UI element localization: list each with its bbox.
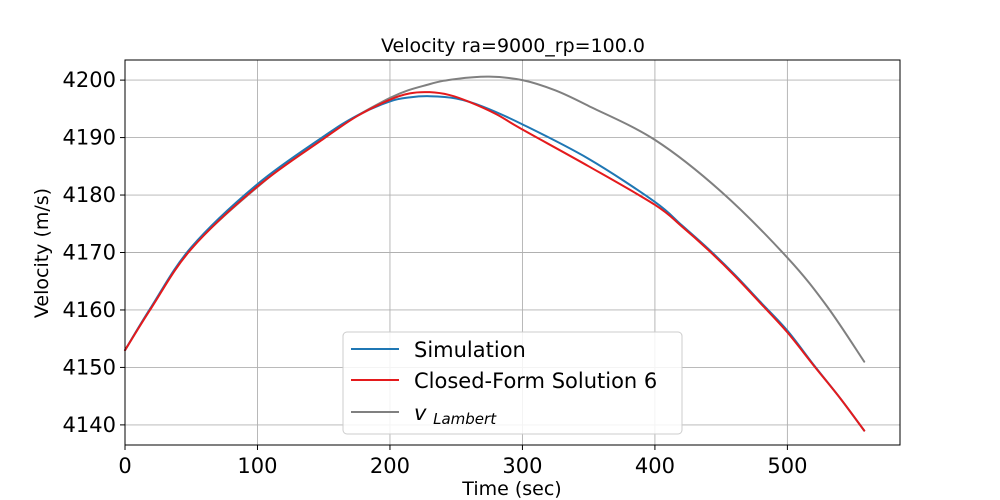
plot-lines	[124, 75, 866, 432]
legend: Simulation Closed-Form Solution 6 v Lamb…	[342, 331, 683, 435]
x-tick-label: 300	[502, 454, 542, 478]
legend-label-lambert-sub: Lambert	[433, 410, 497, 428]
x-tick-label: 500	[767, 454, 807, 478]
y-tick-label: 4150	[63, 355, 116, 379]
y-tick-label: 4140	[63, 413, 116, 437]
axis-ticks: 0 100 200 300 400 500 4140 4150 4160 4170 4180 4190…	[63, 68, 808, 478]
y-tick-label: 4170	[63, 241, 116, 265]
y-axis-label: Velocity (m/s)	[31, 188, 53, 318]
chart-title: Velocity ra=9000_rp=100.0	[381, 35, 645, 57]
y-tick-label: 4200	[63, 68, 116, 92]
x-tick-label: 100	[237, 454, 277, 478]
x-tick-label: 0	[118, 454, 131, 478]
series-line-closed-form-solution-6	[124, 91, 866, 432]
y-tick-label: 4160	[63, 298, 116, 322]
x-tick-label: 400	[635, 454, 675, 478]
legend-box	[342, 331, 683, 435]
series-line-v-lambert	[124, 75, 866, 363]
legend-label-lambert: v Lambert	[414, 401, 497, 428]
x-tick-label: 200	[370, 454, 410, 478]
y-tick-label: 4180	[63, 183, 116, 207]
x-axis-label: Time (sec)	[461, 478, 561, 500]
grid-lines	[124, 60, 900, 445]
legend-label-closed-form: Closed-Form Solution 6	[414, 369, 657, 393]
legend-label-simulation: Simulation	[414, 338, 526, 362]
legend-label-lambert-main: v	[414, 401, 427, 425]
y-tick-label: 4190	[63, 126, 116, 150]
